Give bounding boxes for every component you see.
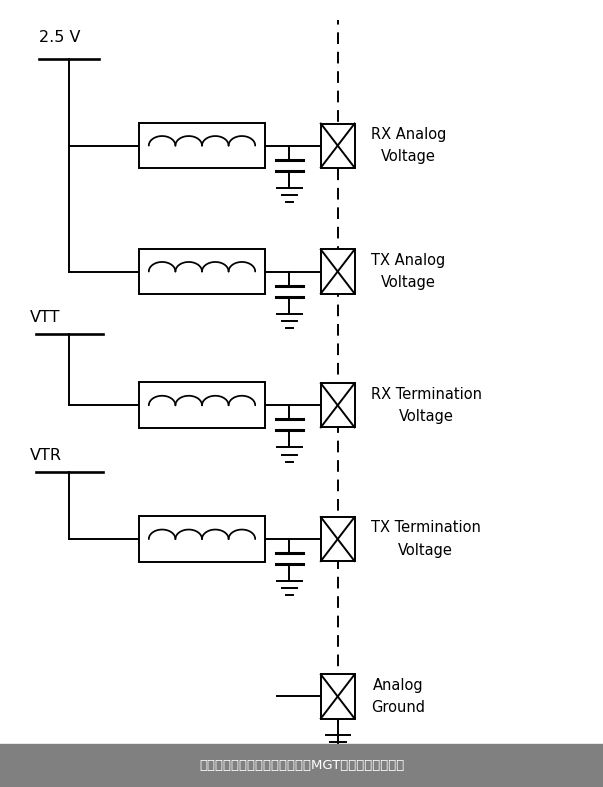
Bar xyxy=(321,674,355,719)
Bar xyxy=(321,383,355,427)
Bar xyxy=(321,124,355,168)
Bar xyxy=(139,123,265,168)
Bar xyxy=(0,744,603,787)
Bar xyxy=(321,517,355,561)
Text: VTT: VTT xyxy=(30,310,61,325)
Text: 2.5 V: 2.5 V xyxy=(39,30,81,45)
Bar xyxy=(139,516,265,562)
Text: RX Termination
Voltage: RX Termination Voltage xyxy=(371,386,482,424)
Bar xyxy=(321,249,355,294)
Text: 高速串行总线设计基础（十一）MGT设计中的硬件挑战: 高速串行总线设计基础（十一）MGT设计中的硬件挑战 xyxy=(199,759,404,772)
Text: TX Termination
Voltage: TX Termination Voltage xyxy=(371,520,481,558)
Bar xyxy=(139,382,265,428)
Text: Analog
Ground: Analog Ground xyxy=(371,678,425,715)
Text: VTR: VTR xyxy=(30,448,62,463)
Text: TX Analog
Voltage: TX Analog Voltage xyxy=(371,253,445,290)
Text: RX Analog
Voltage: RX Analog Voltage xyxy=(371,127,446,164)
Bar xyxy=(139,249,265,294)
